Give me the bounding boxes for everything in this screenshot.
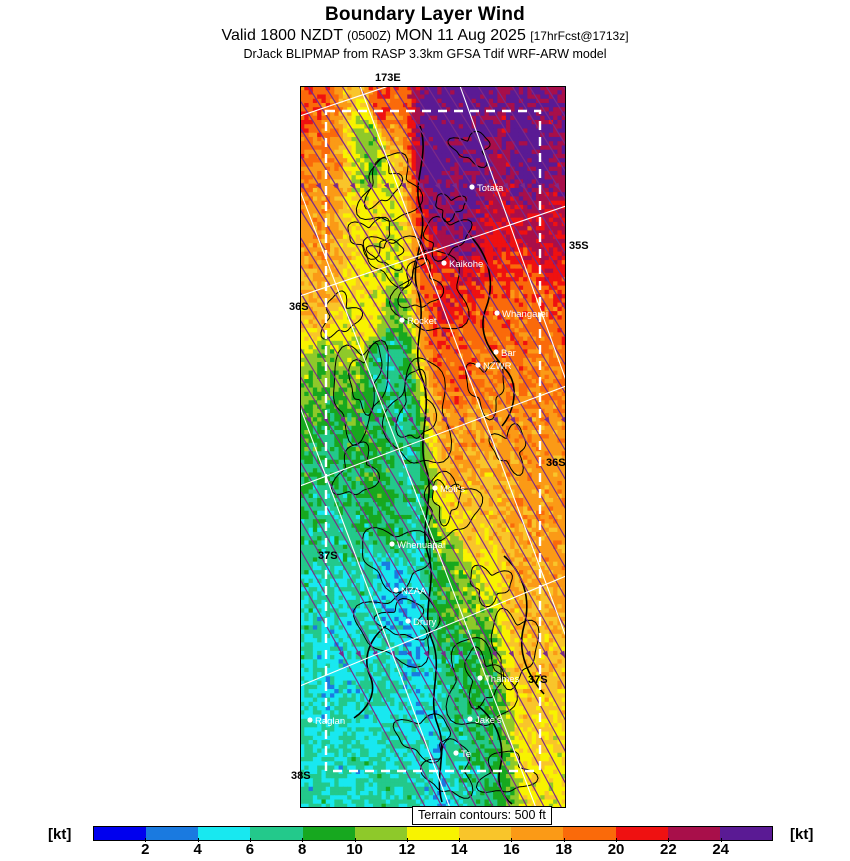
city-label: Totara: [477, 183, 504, 194]
city-label: NZWR: [483, 361, 512, 372]
city-dot: [389, 541, 394, 546]
city-dot: [493, 349, 498, 354]
city-dot: [399, 317, 404, 322]
colorbar-tick-label: 16: [503, 841, 520, 858]
wind-map-canvas[interactable]: Totara Kaikohe Rocket Whangarei Bar NZWR Moir'…: [300, 86, 566, 808]
city-label: Te: [461, 749, 471, 760]
city-label: Whenuapai: [397, 540, 445, 551]
model-description: DrJack BLIPMAP from RASP 3.3km GFSA Tdif…: [0, 46, 850, 63]
colorbar-band-4: [303, 827, 355, 840]
terrain-contour-note: Terrain contours: 500 ft: [412, 806, 552, 825]
colorbar-tick-label: 20: [608, 841, 625, 858]
colorbar-band-5: [355, 827, 407, 840]
colorbar-band-11: [668, 827, 720, 840]
graticule-label: 173E: [375, 72, 401, 84]
colorbar-band-1: [146, 827, 198, 840]
colorbar-tick-label: 22: [660, 841, 677, 858]
colorbar-band-2: [198, 827, 250, 840]
zulu-time: (0500Z): [347, 29, 391, 43]
wind-map[interactable]: Totara Kaikohe Rocket Whangarei Bar NZWR Moir'…: [300, 86, 566, 808]
page-header: Boundary Layer Wind Valid 1800 NZDT (050…: [0, 0, 850, 63]
colorbar-tick-label: 6: [246, 841, 254, 858]
graticule-label: 37S: [528, 674, 548, 686]
colorbar-tick-label: 10: [346, 841, 363, 858]
city-dot: [467, 716, 472, 721]
colorbar-unit-left: [kt]: [48, 826, 71, 843]
city-dot: [494, 310, 499, 315]
city-label: Drury: [413, 617, 436, 628]
colorbar-unit-right: [kt]: [790, 826, 813, 843]
city-dot: [477, 675, 482, 680]
colorbar-band-12: [720, 827, 772, 840]
graticule-label: 35S: [569, 240, 589, 252]
city-dot: [469, 184, 474, 189]
city-dot: [432, 485, 437, 490]
city-dot: [441, 260, 446, 265]
colorbar-band-6: [407, 827, 459, 840]
colorbar-tick-label: 12: [399, 841, 416, 858]
valid-date: MON 11 Aug 2025: [395, 27, 525, 44]
city-dot: [393, 587, 398, 592]
city-label: Moir's: [440, 484, 465, 495]
colorbar-tick-label: 18: [555, 841, 572, 858]
colorbar-tick-label: 14: [451, 841, 468, 858]
valid-time-line: Valid 1800 NZDT (0500Z) MON 11 Aug 2025 …: [0, 26, 850, 46]
city-label: Raglan: [315, 716, 345, 727]
colorbar-tick-label: 24: [712, 841, 729, 858]
city-dot: [405, 618, 410, 623]
city-label: Whangarei: [502, 309, 548, 320]
colorbar-band-8: [511, 827, 563, 840]
colorbar-band-0: [94, 827, 146, 840]
colorbar-tick-label: 4: [193, 841, 201, 858]
page-title: Boundary Layer Wind: [0, 4, 850, 26]
colorbar-tick-label: 2: [141, 841, 149, 858]
city-label: Thames: [485, 674, 520, 685]
city-label: Bar: [501, 348, 516, 359]
graticule-label: 36S: [289, 301, 309, 313]
city-label: NZAA: [401, 586, 427, 597]
graticule-label: 36S: [546, 457, 566, 469]
city-label: Jake's: [475, 715, 502, 726]
city-label: Rocket: [407, 316, 437, 327]
colorbar-band-7: [459, 827, 511, 840]
city-dot: [475, 362, 480, 367]
graticule-label: 38S: [291, 770, 311, 782]
forecast-tag: [17hrFcst@1713z]: [530, 29, 628, 43]
valid-time: Valid 1800 NZDT: [221, 27, 342, 44]
colorbar-tick-label: 8: [298, 841, 306, 858]
city-dot: [453, 750, 458, 755]
graticule-label: 37S: [318, 550, 338, 562]
city-dot: [307, 717, 312, 722]
colorbar-band-9: [563, 827, 615, 840]
colorbar-band-10: [616, 827, 668, 840]
city-label: Kaikohe: [449, 259, 483, 270]
colorbar-band-3: [250, 827, 302, 840]
colorbar[interactable]: [93, 826, 773, 841]
